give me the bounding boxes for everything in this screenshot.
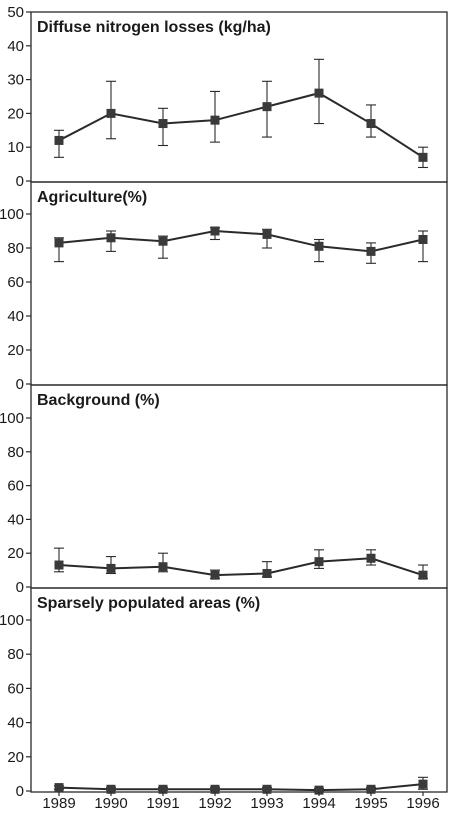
data-point — [210, 226, 220, 236]
panel-frame — [30, 587, 448, 793]
x-tick-label: 1995 — [354, 795, 387, 812]
panel-frame — [30, 384, 448, 589]
data-point — [418, 779, 428, 789]
data-point — [106, 563, 116, 573]
panel-title: Sparsely populated areas (%) — [37, 595, 260, 612]
y-tick-label: 0 — [16, 173, 24, 190]
data-point — [210, 784, 220, 794]
y-tick-label: 40 — [7, 715, 24, 732]
data-point — [158, 236, 168, 246]
data-point — [210, 115, 220, 125]
data-point — [262, 568, 272, 578]
y-tick-label: 80 — [7, 444, 24, 461]
data-point — [418, 152, 428, 162]
x-tick-label: 1996 — [406, 795, 439, 812]
data-point — [262, 784, 272, 794]
y-tick-label: 0 — [16, 579, 24, 596]
panel-frame — [30, 11, 448, 183]
y-tick-label: 20 — [7, 342, 24, 359]
data-point — [314, 241, 324, 251]
data-point — [106, 108, 116, 118]
panel-4: 0 20 40 60 80 100 Sparsely populated areas (%)… — [0, 587, 448, 812]
data-point — [314, 88, 324, 98]
data-point — [262, 102, 272, 112]
data-point — [54, 783, 64, 793]
y-tick-label: 80 — [7, 646, 24, 663]
series-line — [58, 92, 424, 159]
y-tick-label: 20 — [7, 105, 24, 122]
data-point — [158, 119, 168, 129]
x-tick-label: 1993 — [250, 795, 283, 812]
data-point — [158, 784, 168, 794]
y-tick-label: 0 — [16, 783, 24, 800]
y-tick-label: 20 — [7, 545, 24, 562]
data-point — [314, 785, 324, 795]
x-tick-label: 1989 — [42, 795, 75, 812]
data-point — [366, 553, 376, 563]
series-line — [58, 783, 424, 792]
y-tick-label: 40 — [7, 511, 24, 528]
x-tick-label: 1994 — [302, 795, 335, 812]
data-point — [366, 119, 376, 129]
data-point — [106, 233, 116, 243]
x-tick-label: 1991 — [146, 795, 179, 812]
panel-title: Agriculture(%) — [37, 189, 147, 206]
x-tick-label: 1990 — [94, 795, 127, 812]
data-point — [54, 135, 64, 145]
data-point — [366, 246, 376, 256]
data-point — [158, 562, 168, 572]
y-tick-label: 80 — [7, 240, 24, 257]
panel-1: 0 10 20 30 40 50 Diffuse nitrogen losses (kg/h… — [7, 4, 448, 190]
data-point — [418, 570, 428, 580]
panel-frame — [30, 181, 448, 386]
y-tick-label: 60 — [7, 680, 24, 697]
y-tick-label: 10 — [7, 139, 24, 156]
data-point — [366, 784, 376, 794]
panel-3: 0 20 40 60 80 100 Background (%) — [0, 384, 448, 596]
y-tick-label: 60 — [7, 274, 24, 291]
y-tick-label: 50 — [7, 4, 24, 21]
y-tick-label: 40 — [7, 308, 24, 325]
y-tick-label: 40 — [7, 38, 24, 55]
y-tick-label: 100 — [0, 410, 24, 427]
x-tick-label: 1992 — [198, 795, 231, 812]
y-tick-label: 30 — [7, 72, 24, 89]
series-line — [58, 557, 424, 577]
series-line — [58, 229, 424, 253]
data-point — [54, 560, 64, 570]
panel-2: 0 20 40 60 80 100 Agriculture(%) — [0, 181, 448, 393]
y-tick-label: 20 — [7, 749, 24, 766]
panel-title: Diffuse nitrogen losses (kg/ha) — [37, 19, 271, 36]
panel-title: Background (%) — [37, 392, 160, 409]
data-point — [106, 784, 116, 794]
y-tick-label: 0 — [16, 376, 24, 393]
data-point — [262, 229, 272, 239]
y-tick-label: 100 — [0, 612, 24, 629]
data-point — [54, 238, 64, 248]
y-tick-label: 100 — [0, 206, 24, 223]
data-point — [418, 235, 428, 244]
data-point — [210, 570, 220, 580]
data-point — [314, 557, 324, 567]
y-tick-label: 60 — [7, 478, 24, 495]
